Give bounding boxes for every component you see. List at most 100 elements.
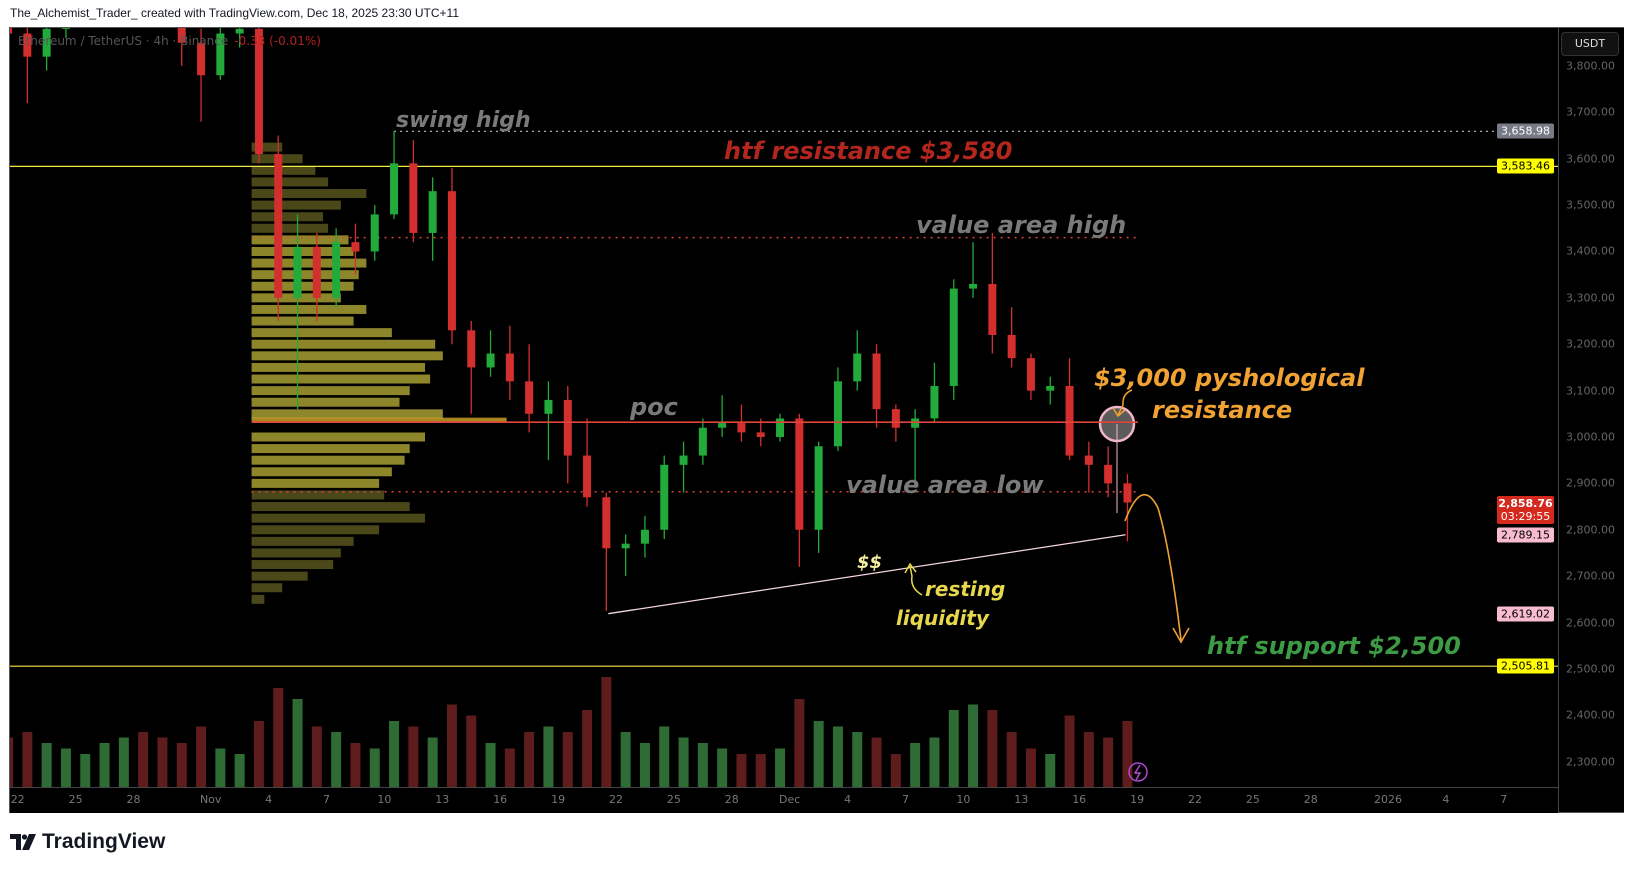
- candle: [1026, 353, 1035, 400]
- volume-profile-bar: [251, 235, 349, 245]
- price-pane[interactable]: swing high htf resistance $3,580 value a…: [10, 28, 1558, 787]
- candle: [640, 515, 649, 558]
- volume-bar: [1006, 732, 1017, 787]
- price-badge-value: 3,583.46: [1501, 159, 1550, 173]
- candle-body: [274, 154, 283, 298]
- projection-arrow[interactable]: [1124, 493, 1182, 641]
- time-tick: 13: [435, 793, 450, 806]
- candle-body: [1065, 385, 1074, 456]
- attribution-header: The_Alchemist_Trader_ created with Tradi…: [10, 6, 460, 20]
- time-tick: 25: [666, 793, 681, 806]
- volume-profile-bar: [251, 316, 354, 326]
- candle-body: [312, 246, 321, 298]
- price-tick: 2,400.00: [1566, 708, 1615, 722]
- lightning-icon[interactable]: [1128, 762, 1148, 782]
- psych-resistance-label-2: resistance: [1152, 396, 1292, 424]
- volume-profile-bar: [251, 374, 431, 384]
- volume-profile-bar: [251, 200, 341, 210]
- volume-bar: [794, 699, 805, 787]
- candle: [1084, 441, 1093, 493]
- volume-profile-bar: [251, 571, 308, 581]
- price-tick: 3,100.00: [1566, 384, 1615, 398]
- volume-profile-bar: [251, 386, 410, 396]
- time-tick: 28: [126, 793, 141, 806]
- volume-bar: [176, 743, 187, 787]
- candle: [1046, 376, 1055, 405]
- volume-profile-bar: [251, 490, 385, 500]
- time-tick: 2026: [1374, 793, 1402, 806]
- swing-high-label: swing high: [396, 108, 531, 133]
- tradingview-logo[interactable]: TradingView: [10, 830, 165, 854]
- candle: [814, 441, 823, 553]
- candle: [254, 28, 263, 164]
- candle-body: [660, 464, 669, 530]
- volume-bar: [80, 754, 91, 787]
- arrowhead-icon: [1172, 627, 1190, 644]
- candle-body: [737, 423, 746, 433]
- drawings: swing high htf resistance $3,580 value a…: [396, 108, 1461, 782]
- volume-profile-bar: [251, 409, 443, 419]
- candle: [833, 367, 842, 451]
- candle: [197, 28, 206, 122]
- candle: [1007, 307, 1016, 368]
- time-tick: 19: [1130, 793, 1145, 806]
- candle-body: [351, 242, 360, 252]
- volume-bar: [755, 754, 766, 787]
- candle-body: [10, 28, 13, 34]
- volume-bar: [678, 737, 689, 787]
- candle: [1065, 358, 1074, 461]
- liquidity-pointer-arrow-icon: [904, 562, 923, 596]
- volume-profile-bar: [251, 304, 367, 314]
- candle-body: [1026, 358, 1035, 391]
- time-tick: 10: [377, 793, 392, 806]
- price-badge: 3,583.46: [1497, 158, 1554, 174]
- value-area-low-label: value area low: [846, 471, 1044, 499]
- volume-profile-bar: [251, 560, 334, 570]
- price-axis[interactable]: USDT 3,800.00 3,700.00 3,600.00 3,500.00 3,4…: [1497, 28, 1624, 812]
- candle: [351, 223, 360, 275]
- price-badge: 2,858.76 03:29:55: [1497, 495, 1554, 524]
- candle-body: [1046, 385, 1055, 391]
- volume-bar: [524, 732, 535, 787]
- volume-bar: [311, 726, 322, 787]
- candle: [872, 344, 881, 428]
- candle-body: [583, 455, 592, 498]
- currency-button[interactable]: USDT: [1561, 32, 1619, 56]
- candle: [467, 321, 476, 414]
- htf-resistance-label: htf resistance $3,580: [724, 137, 1013, 165]
- volume-profile-bar: [251, 270, 359, 280]
- candle-body: [891, 409, 900, 428]
- price-tick: 2,700.00: [1566, 569, 1615, 583]
- chart-container[interactable]: swing high htf resistance $3,580 value a…: [9, 27, 1624, 813]
- time-axis[interactable]: 22 25 28 Nov 4 7 10 13 16 19 22 25 28 Dec 4 7 10 13 16 19 22…: [10, 787, 1558, 813]
- candle-body: [718, 423, 727, 428]
- volume-bar: [292, 699, 303, 787]
- candle: [853, 330, 862, 391]
- volume-bar: [350, 743, 361, 787]
- psych-pointer-arrow-icon: [1112, 389, 1133, 418]
- price-badge: 3,658.98: [1497, 123, 1554, 139]
- candle-body: [988, 283, 997, 335]
- candle-body: [525, 381, 534, 414]
- volume-profile-bar: [251, 548, 341, 558]
- candle: [23, 28, 32, 104]
- symbol-legend[interactable]: Ethereum / TetherUS · 4h · Binance -0.33 …: [18, 34, 321, 48]
- candle-body: [1123, 483, 1132, 503]
- candle: [949, 279, 958, 400]
- volume-bar: [852, 732, 863, 787]
- volume-bar: [157, 737, 168, 787]
- htf-support-label: htf support $2,500: [1207, 632, 1461, 660]
- volume-profile-bar: [251, 513, 425, 523]
- volume-profile-bar: [251, 478, 380, 488]
- volume-profile-bar: [251, 525, 380, 535]
- volume-profile-bar: [251, 455, 405, 465]
- candle: [1104, 446, 1113, 498]
- candle-body: [930, 385, 939, 419]
- candle: [332, 228, 341, 308]
- candle-body: [1007, 334, 1016, 359]
- resting-liquidity-trendline[interactable]: [608, 534, 1126, 615]
- candle: [370, 205, 379, 261]
- candle-body: [698, 427, 707, 456]
- volume-bar: [485, 743, 496, 787]
- candle-body: [467, 330, 476, 368]
